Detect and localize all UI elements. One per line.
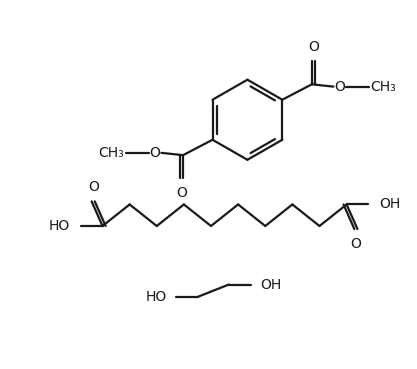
Text: O: O — [176, 186, 187, 200]
Text: O: O — [88, 180, 99, 194]
Text: CH₃: CH₃ — [98, 146, 124, 160]
Text: O: O — [350, 237, 362, 251]
Text: OH: OH — [260, 277, 281, 292]
Text: O: O — [308, 39, 319, 54]
Text: HO: HO — [49, 219, 70, 233]
Text: OH: OH — [379, 197, 400, 211]
Text: O: O — [150, 146, 161, 160]
Text: HO: HO — [146, 290, 167, 304]
Text: CH₃: CH₃ — [371, 80, 397, 94]
Text: O: O — [334, 80, 345, 94]
